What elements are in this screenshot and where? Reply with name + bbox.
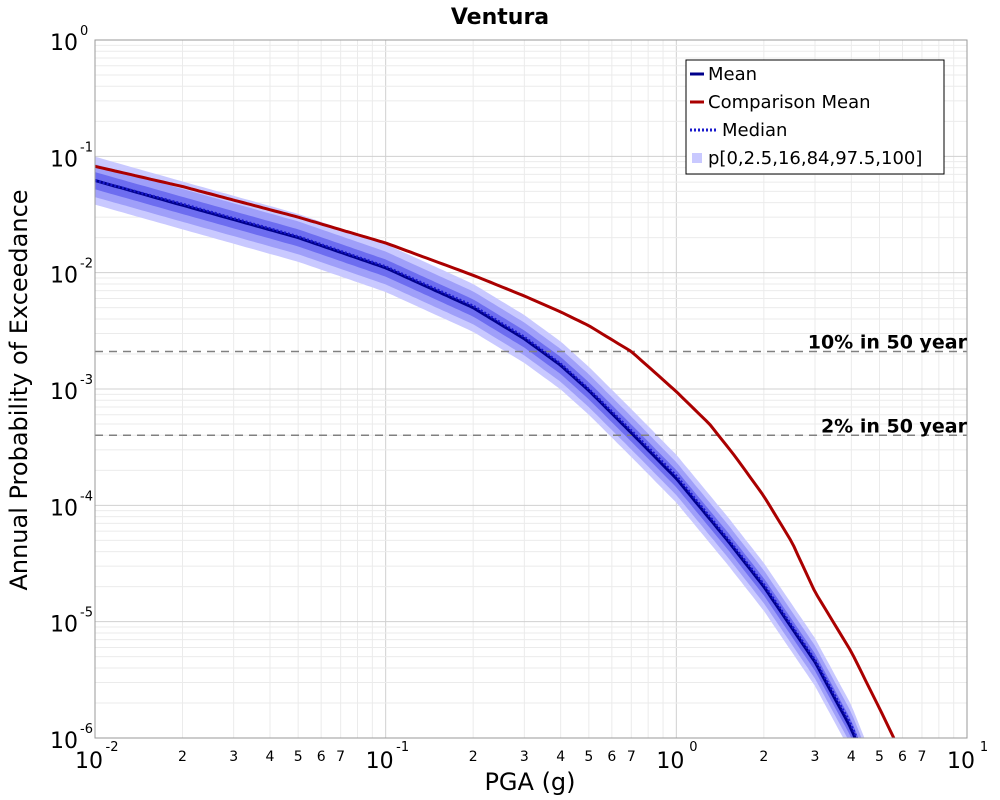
y-tick-label: 10 xyxy=(50,264,78,289)
y-tick-exponent: 0 xyxy=(80,24,88,39)
x-minor-tick-label: 7 xyxy=(627,749,636,765)
x-minor-tick-label: 3 xyxy=(229,749,238,765)
plot-frame xyxy=(94,39,968,739)
series-line-comparison-mean xyxy=(95,164,896,738)
series-line-mean xyxy=(95,179,857,738)
y-tick-exponent: -2 xyxy=(80,257,93,272)
y-tick-exponent: -4 xyxy=(80,489,93,504)
x-minor-tick-label: 7 xyxy=(918,749,927,765)
legend-swatch-3 xyxy=(692,153,702,163)
x-tick-label: 10 xyxy=(75,749,103,774)
legend-label-3: p[0,2.5,16,84,97.5,100] xyxy=(708,148,922,169)
x-minor-tick-label: 6 xyxy=(898,749,907,765)
x-minor-tick-label: 4 xyxy=(847,749,856,765)
band-p0_p100 xyxy=(95,156,865,738)
chart-title: Ventura xyxy=(451,5,549,30)
y-tick-label: 10 xyxy=(50,729,78,754)
band-p2_5_p97_5 xyxy=(95,164,862,738)
legend-label-0: Mean xyxy=(708,64,757,85)
y-tick-label: 10 xyxy=(50,31,78,56)
hline-label-1: 2% in 50 year xyxy=(821,415,968,437)
x-minor-tick-label: 2 xyxy=(178,749,187,765)
x-tick-label: 10 xyxy=(947,749,975,774)
y-tick-label: 10 xyxy=(50,613,78,638)
reference-lines xyxy=(95,350,967,437)
legend: Mean Comparison Mean Median p[0,2.5,16,84,9… xyxy=(685,59,945,175)
y-tick-exponent: -1 xyxy=(80,140,93,155)
x-minor-tick-label: 5 xyxy=(875,749,884,765)
y-tick-exponent: -3 xyxy=(80,373,93,388)
x-minor-tick-label: 2 xyxy=(759,749,768,765)
x-minor-tick-label: 5 xyxy=(294,749,303,765)
y-tick-exponent: -6 xyxy=(80,722,93,737)
x-minor-tick-label: 6 xyxy=(607,749,616,765)
x-minor-tick-label: 7 xyxy=(336,749,345,765)
legend-label-2: Median xyxy=(722,120,787,141)
percentile-bands xyxy=(95,156,865,738)
y-tick-label: 10 xyxy=(50,147,78,172)
annotations: 10% in 50 year 2% in 50 year xyxy=(808,332,968,438)
y-tick-exponent: -5 xyxy=(80,606,93,621)
x-minor-tick-label: 4 xyxy=(556,749,565,765)
x-minor-tick-label: 4 xyxy=(266,749,275,765)
x-axis-label: PGA (g) xyxy=(484,768,575,796)
y-tick-label: 10 xyxy=(50,380,78,405)
series-line-median xyxy=(95,179,859,738)
x-minor-tick-label: 3 xyxy=(811,749,820,765)
x-minor-tick-label: 6 xyxy=(317,749,326,765)
x-tick-exponent: -1 xyxy=(396,740,409,755)
x-tick-label: 10 xyxy=(366,749,394,774)
x-minor-tick-label: 2 xyxy=(469,749,478,765)
series-lines xyxy=(95,164,896,738)
x-tick-exponent: 0 xyxy=(689,740,697,755)
legend-label-1: Comparison Mean xyxy=(708,92,871,113)
x-tick-label: 10 xyxy=(656,749,684,774)
y-tick-label: 10 xyxy=(50,496,78,521)
x-tick-exponent: 1 xyxy=(980,740,988,755)
hline-label-0: 10% in 50 year xyxy=(808,332,968,354)
legend-box xyxy=(685,59,945,175)
y-axis-label: Annual Probability of Exceedance xyxy=(5,189,33,590)
x-minor-tick-label: 3 xyxy=(520,749,529,765)
x-tick-exponent: -2 xyxy=(106,740,119,755)
x-minor-tick-label: 5 xyxy=(584,749,593,765)
